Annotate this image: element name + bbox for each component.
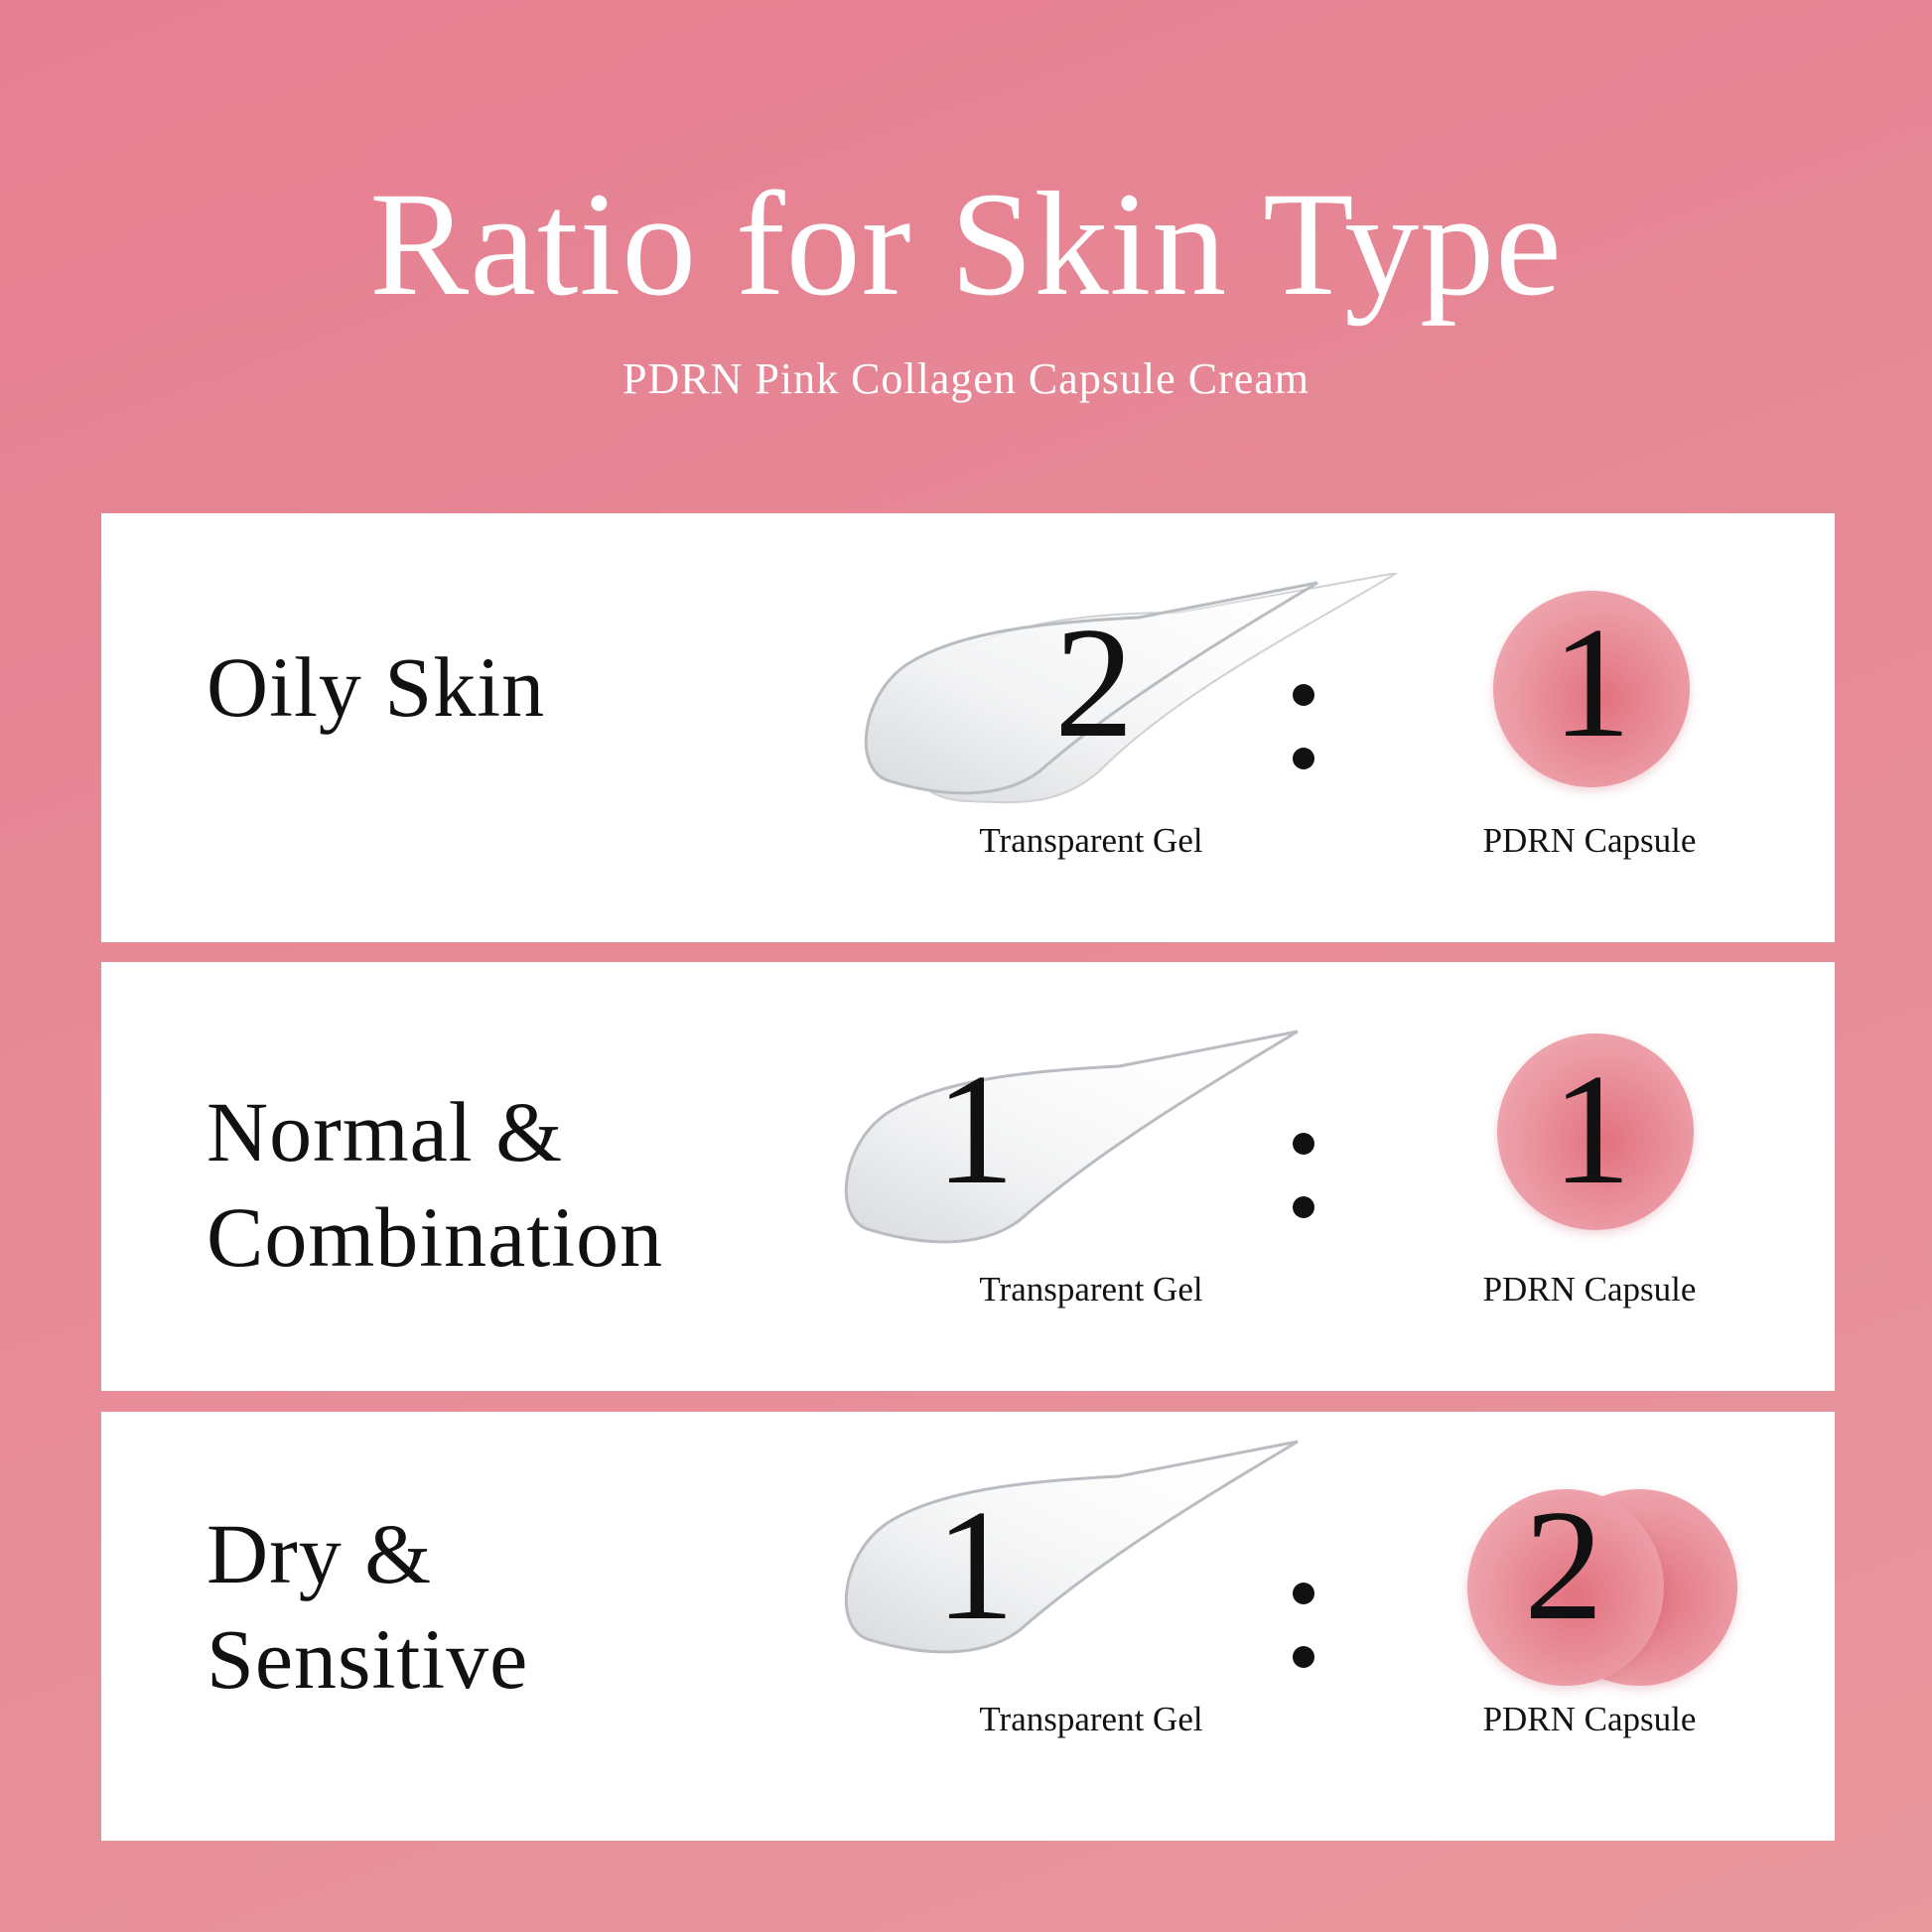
capsule-label: PDRN Capsule — [1482, 1270, 1697, 1309]
page-title: Ratio for Skin Type — [369, 162, 1563, 327]
gel-label: Transparent Gel — [979, 1700, 1203, 1738]
ratio-card-normal: Normal & Combination 1 1 Transparent Gel … — [101, 962, 1835, 1391]
gel-swatch-icon — [844, 1440, 1299, 1654]
skin-type-line: Combination — [207, 1189, 664, 1285]
ratio-card-dry: Dry & Sensitive 1 2 Transparent Gel PDRN … — [101, 1412, 1835, 1841]
skin-type-line: Normal & — [207, 1084, 564, 1179]
gel-ratio-number: 1 — [935, 1040, 1015, 1217]
gel-ratio-number: 2 — [1054, 594, 1134, 770]
skin-type-label: Oily Skin — [207, 634, 545, 740]
gel-label: Transparent Gel — [979, 1270, 1203, 1309]
gel-label: Transparent Gel — [979, 821, 1203, 860]
ratio-separator — [1293, 1583, 1318, 1710]
ratio-separator — [1293, 1133, 1318, 1260]
capsule-icon — [1467, 1489, 1664, 1686]
page-subtitle: PDRN Pink Collagen Capsule Cream — [622, 354, 1310, 403]
gel-swatch-icon — [864, 573, 1398, 804]
capsule-ratio-number: 1 — [1552, 1040, 1631, 1217]
ratio-card-oily: Oily Skin 2 1 Transparent Gel PDRN Capsu… — [101, 513, 1835, 942]
skin-type-label: Normal & Combination — [207, 1079, 663, 1290]
skin-type-line: Oily Skin — [207, 639, 546, 735]
gel-ratio-number: 1 — [935, 1476, 1015, 1653]
skin-type-line: Dry & — [207, 1506, 433, 1601]
skin-type-label: Dry & Sensitive — [207, 1501, 528, 1712]
capsule-ratio-number: 2 — [1524, 1476, 1603, 1653]
skin-type-line: Sensitive — [207, 1611, 529, 1707]
capsule-label: PDRN Capsule — [1482, 1700, 1697, 1738]
capsule-label: PDRN Capsule — [1482, 821, 1697, 860]
gel-swatch-icon — [844, 1030, 1299, 1244]
capsule-icon — [1493, 591, 1690, 787]
capsule-icon — [1497, 1034, 1694, 1230]
ratio-separator — [1293, 684, 1318, 811]
capsule-ratio-number: 1 — [1552, 594, 1631, 770]
